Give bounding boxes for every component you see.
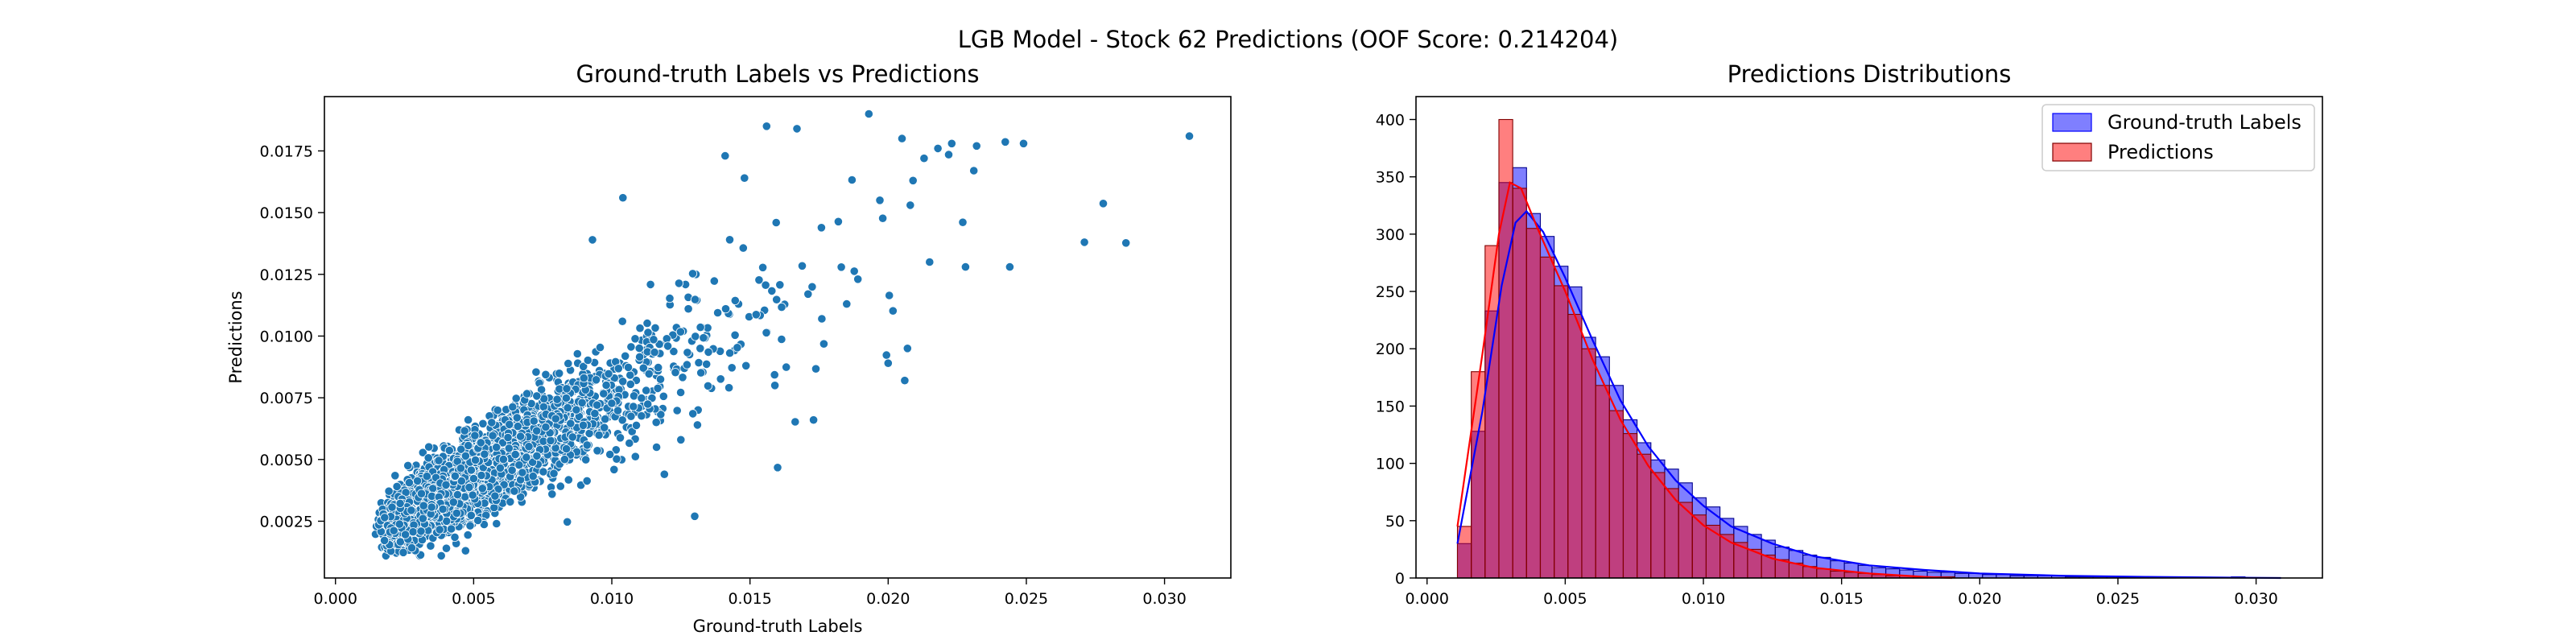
histogram-y-tick-label: 0 bbox=[1395, 570, 1405, 588]
scatter-point bbox=[658, 391, 668, 401]
legend-swatch-ground-truth bbox=[2052, 113, 2092, 132]
histogram-bar-ground-truth bbox=[1954, 572, 1970, 579]
legend-label-predictions: Predictions bbox=[2107, 141, 2214, 163]
histogram-bar-predictions bbox=[1484, 245, 1500, 579]
histogram-y-tick-label: 400 bbox=[1376, 111, 1405, 129]
histogram-bar-predictions bbox=[1498, 118, 1513, 579]
histogram-x-tick-label: 0.025 bbox=[2096, 590, 2140, 608]
histogram-bar-predictions bbox=[1554, 285, 1569, 579]
legend-swatch-predictions bbox=[2052, 142, 2092, 162]
histogram-y-tick-label: 50 bbox=[1385, 513, 1405, 530]
histogram-bar-predictions bbox=[1705, 524, 1721, 579]
scatter-point bbox=[943, 150, 954, 159]
figure-title: LGB Model - Stock 62 Predictions (OOF Sc… bbox=[957, 26, 1619, 53]
scatter-point bbox=[576, 481, 586, 490]
scatter-point bbox=[630, 452, 640, 461]
histogram-bar-predictions bbox=[1581, 348, 1596, 579]
histogram-bar-predictions bbox=[1719, 534, 1735, 579]
histogram-x-axis: 0.000 0.005 0.010 0.015 0.020 0.025 0.030 bbox=[1406, 578, 2278, 608]
scatter-points bbox=[370, 109, 1195, 561]
histogram-title: Predictions Distributions bbox=[1728, 60, 2012, 88]
histogram-x-tick-label: 0.005 bbox=[1543, 590, 1587, 608]
histogram-bar-predictions bbox=[1567, 313, 1583, 579]
histogram-bar-predictions bbox=[1843, 572, 1859, 579]
scatter-point bbox=[878, 213, 888, 223]
histogram-x-tick-label: 0.030 bbox=[2234, 590, 2277, 608]
histogram-bar-predictions bbox=[1816, 568, 1831, 579]
scatter-point bbox=[885, 291, 894, 300]
histogram-bar-predictions bbox=[1830, 570, 1845, 579]
histogram-bar-predictions bbox=[1637, 453, 1652, 579]
scatter-title: Ground-truth Labels vs Predictions bbox=[576, 60, 979, 88]
scatter-point bbox=[671, 368, 680, 378]
scatter-point bbox=[675, 387, 686, 398]
histogram-bar-predictions bbox=[1525, 228, 1542, 579]
histogram-x-tick-label: 0.020 bbox=[1958, 590, 2001, 608]
scatter-point bbox=[609, 464, 619, 474]
scatter-point bbox=[777, 334, 786, 345]
histogram-bar-predictions bbox=[1595, 385, 1610, 579]
histogram-y-tick-label: 100 bbox=[1376, 456, 1405, 473]
histogram-x-tick-label: 0.015 bbox=[1819, 590, 1863, 608]
histogram-bar-predictions bbox=[1691, 514, 1707, 579]
histogram-bar-predictions bbox=[1608, 410, 1624, 579]
histogram-y-axis: 0 50 100 150 200 250 300 350 400 bbox=[1376, 111, 1416, 588]
histogram-bar-predictions bbox=[1622, 433, 1638, 579]
scatter-point bbox=[493, 406, 502, 415]
scatter-point bbox=[463, 530, 473, 540]
legend-label-ground-truth: Ground-truth Labels bbox=[2107, 111, 2301, 134]
histogram-bar-predictions bbox=[1512, 188, 1527, 579]
scatter-point bbox=[730, 330, 740, 340]
legend: Ground-truth Labels Predictions bbox=[2041, 104, 2315, 171]
histogram-y-tick-label: 350 bbox=[1376, 169, 1405, 187]
histogram-x-tick-label: 0.000 bbox=[1406, 590, 1449, 608]
scatter-point bbox=[761, 280, 770, 290]
histogram-bar-predictions bbox=[1664, 488, 1679, 579]
scatter-point bbox=[1098, 199, 1108, 208]
histogram-bar-predictions bbox=[1650, 472, 1666, 579]
histogram-y-tick-label: 150 bbox=[1376, 398, 1405, 415]
histogram-x-tick-label: 0.010 bbox=[1682, 590, 1725, 608]
scatter-point bbox=[771, 217, 781, 228]
scatter-point bbox=[712, 308, 723, 318]
histogram-y-tick-label: 300 bbox=[1376, 226, 1405, 244]
scatter-point bbox=[782, 362, 791, 372]
scatter-point bbox=[758, 262, 768, 272]
scatter-point bbox=[563, 517, 572, 526]
scatter-point bbox=[724, 235, 735, 245]
histogram-y-tick-label: 250 bbox=[1376, 283, 1405, 301]
histogram-y-tick-label: 200 bbox=[1376, 341, 1405, 358]
scatter-point bbox=[678, 373, 687, 382]
histogram-bar-predictions bbox=[1539, 256, 1555, 579]
